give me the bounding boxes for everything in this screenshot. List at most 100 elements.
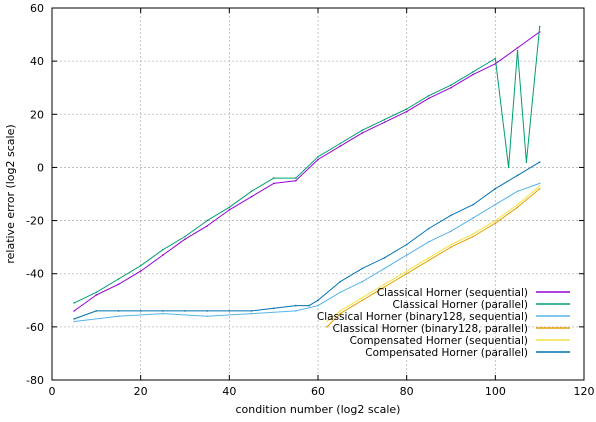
- x-tick-label: 120: [574, 385, 595, 398]
- series-1-point: [272, 177, 275, 179]
- x-axis-label: condition number (log2 scale): [236, 403, 401, 416]
- series-1-point: [339, 142, 342, 145]
- series-0-point: [117, 283, 120, 286]
- series-5-point: [308, 304, 310, 307]
- series-5-point: [184, 310, 186, 312]
- legend-entry-label: Classical Horner (sequential): [377, 287, 528, 299]
- y-tick-label: 20: [30, 108, 44, 121]
- series-2-point: [405, 254, 408, 256]
- series-3-point: [472, 235, 475, 238]
- series-1-point: [361, 129, 364, 131]
- series-0-point: [383, 121, 386, 124]
- y-axis-label: relative error (log2 scale): [4, 124, 17, 263]
- series-2-point: [206, 315, 208, 318]
- series-5-point: [361, 267, 364, 270]
- legend-entry-label: Classical Horner (binary128, parallel): [333, 323, 528, 335]
- series-5-point: [538, 161, 541, 163]
- series-1-point: [525, 161, 528, 163]
- series-3-point: [538, 187, 541, 190]
- series-5-point: [73, 318, 75, 320]
- series-0-point: [472, 73, 475, 76]
- series-1-point: [95, 291, 98, 294]
- series-5-point: [162, 310, 164, 312]
- series-0-point: [428, 97, 430, 100]
- series-3-point: [428, 259, 430, 262]
- series-4-point: [450, 243, 452, 246]
- series-1-point: [228, 206, 231, 209]
- series-2-point: [339, 291, 342, 294]
- series-1-point: [206, 219, 208, 222]
- tick-layer: [51, 7, 585, 381]
- series-5-point: [405, 243, 408, 246]
- series-5-point: [317, 299, 319, 302]
- series-0-point: [139, 270, 142, 272]
- series-3-point: [405, 272, 408, 275]
- series-5-point: [450, 214, 452, 217]
- series-0-point: [405, 110, 408, 113]
- series-5-point: [383, 257, 386, 259]
- series-1-point: [494, 57, 497, 60]
- series-2-point: [516, 190, 519, 193]
- series-5-point: [472, 203, 475, 206]
- legend-entry-label: Compensated Horner (parallel): [365, 347, 528, 359]
- series-2-point: [450, 230, 452, 232]
- y-tick-label: 0: [37, 161, 44, 174]
- x-tick-label: 60: [311, 385, 325, 398]
- series-2-point: [361, 280, 364, 283]
- series-1-point: [139, 264, 142, 267]
- series-3-point: [494, 222, 497, 224]
- series-1-point: [73, 302, 75, 304]
- x-tick-label: 20: [134, 385, 148, 398]
- legend-entry-label: Compensated Horner (sequential): [350, 335, 528, 347]
- series-line-0: [73, 31, 540, 312]
- series-0-point: [95, 294, 98, 296]
- series-2-point: [538, 182, 541, 185]
- series-3-point: [326, 326, 328, 328]
- series-4-point: [428, 257, 430, 259]
- series-5-point: [95, 310, 98, 312]
- series-5-point: [428, 227, 430, 230]
- series-5-point: [117, 310, 120, 312]
- series-2-point: [472, 217, 475, 219]
- series-line-1: [73, 26, 541, 304]
- series-2-point: [162, 312, 164, 315]
- y-tick-label: -80: [26, 374, 44, 387]
- legend-entry-label: Classical Horner (parallel): [393, 299, 528, 311]
- series-5-point: [228, 310, 231, 312]
- series-2-point: [250, 312, 253, 315]
- series-0-point: [206, 225, 208, 227]
- series-4-point: [339, 310, 342, 312]
- y-tick-label: 60: [30, 2, 44, 15]
- series-0-point: [73, 310, 75, 312]
- series-5-point: [272, 307, 275, 310]
- series-0-point: [361, 132, 364, 134]
- series-0-point: [272, 182, 275, 185]
- series-1-point: [162, 249, 164, 251]
- y-tick-label: -60: [26, 321, 44, 334]
- series-3-point: [339, 312, 342, 315]
- series-5-point: [494, 187, 497, 190]
- series-5-point: [250, 310, 253, 312]
- series-4-point: [326, 320, 328, 323]
- series-4-point: [472, 233, 475, 235]
- series-1-point: [507, 166, 510, 169]
- series-2-point: [317, 304, 319, 307]
- y-tick-label: -40: [26, 268, 44, 281]
- series-4-point: [538, 185, 541, 187]
- series-0-point: [339, 145, 342, 147]
- series-5-point: [516, 174, 519, 177]
- series-1-point: [428, 94, 430, 97]
- series-0-point: [184, 238, 186, 240]
- series-1-point: [516, 49, 519, 52]
- grid-layer: [52, 8, 584, 380]
- series-4-point: [383, 283, 386, 286]
- series-3-point: [383, 286, 386, 288]
- series-5-point: [139, 310, 142, 312]
- series-3-point: [361, 299, 364, 302]
- series-1-point: [538, 25, 541, 28]
- legend: Classical Horner (sequential)Classical H…: [317, 287, 570, 359]
- series-0-point: [295, 179, 297, 182]
- series-1-point: [250, 190, 253, 193]
